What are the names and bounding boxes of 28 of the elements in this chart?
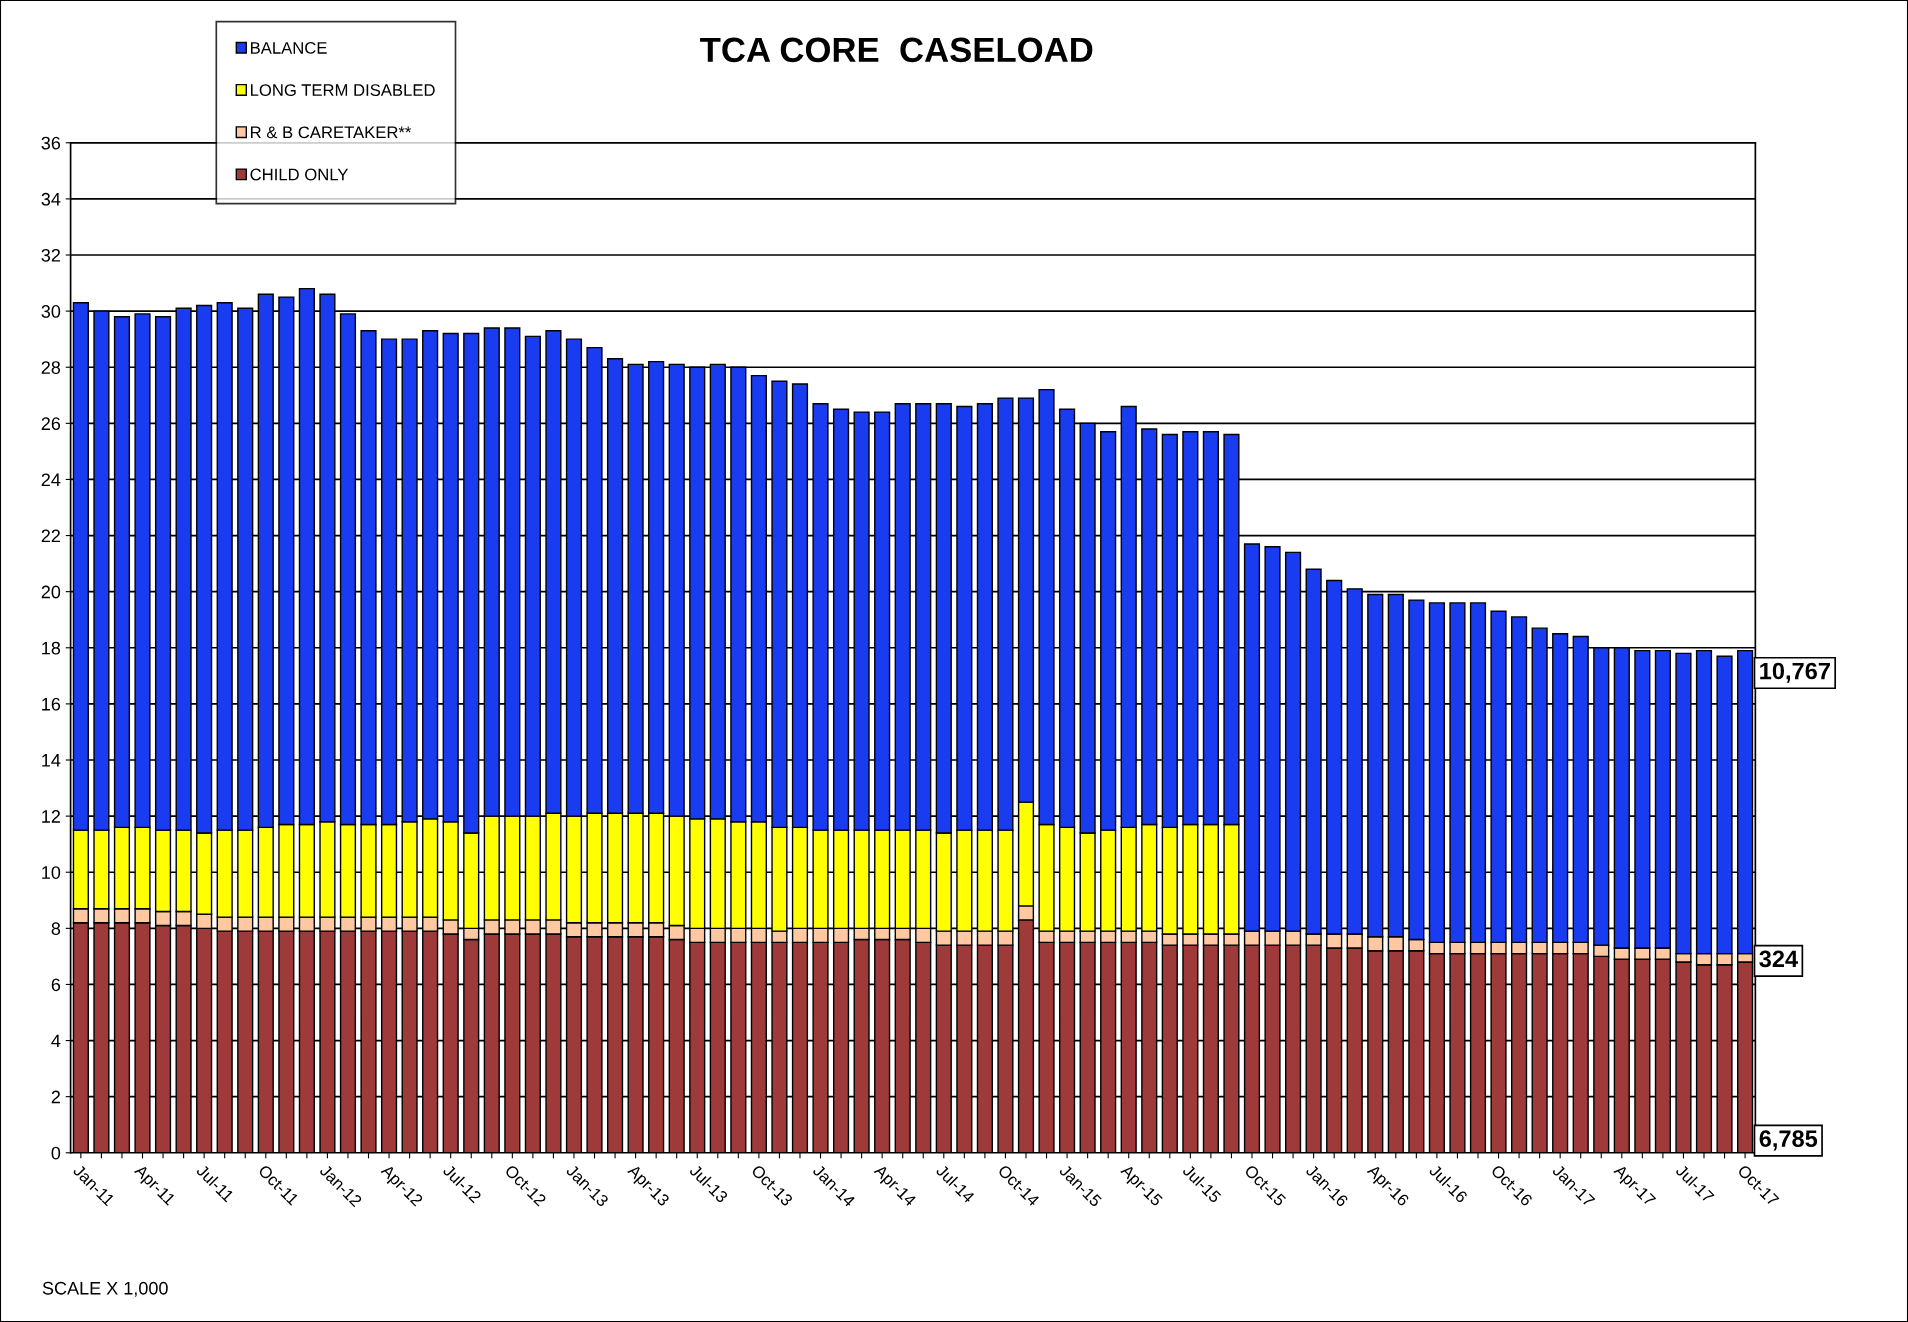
y-tick-label: 2 [51,1090,60,1104]
y-tick-label: 32 [41,248,60,262]
y-tick-label: 20 [41,585,61,599]
chart-title: TCA CORE CASELOAD [700,37,1093,63]
y-tick-label: 8 [51,922,61,936]
y-tick-label: 14 [42,754,61,767]
text: 324 [1759,950,1798,968]
y-tick-label: 18 [42,641,61,655]
y-tick-label: 24 [41,473,61,486]
text: SCALE X 1,000 [42,1281,168,1297]
legend-label: BALANCE [251,41,327,54]
y-tick-label: 30 [41,305,61,318]
y-tick-label: 10 [42,866,61,879]
legend-label: R & B CARETAKER** [251,126,412,139]
y-tick-label: 26 [41,417,61,431]
y-tick-label: 28 [41,361,61,374]
y-tick-label: 0 [51,1146,61,1160]
text: 6,785 [1759,1130,1818,1151]
y-tick-label: 22 [41,529,60,543]
text: 10,767 [1760,662,1830,683]
y-tick-label: 6 [51,978,61,992]
y-tick-label: 36 [41,136,61,150]
y-tick-label: 34 [41,192,61,206]
y-tick-label: 12 [42,810,60,823]
legend-label: LONG TERM DISABLED [251,84,435,96]
y-tick-label: 16 [42,697,61,711]
y-tick-label: 4 [51,1034,61,1048]
legend-label: CHILD ONLY [250,168,349,181]
